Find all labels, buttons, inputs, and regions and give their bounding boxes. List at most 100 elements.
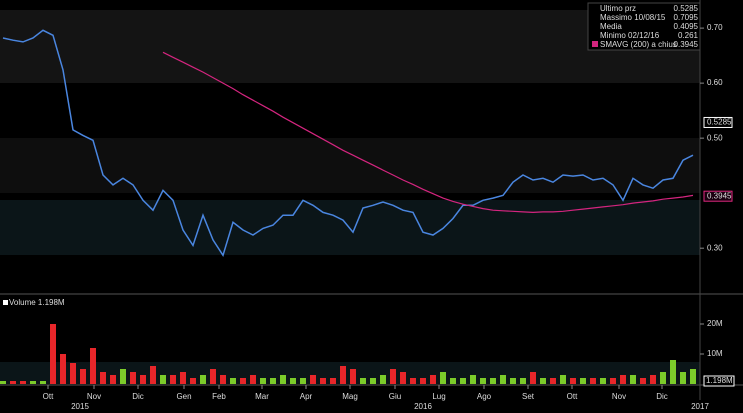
volume-bar (120, 369, 126, 384)
volume-bar (500, 375, 506, 384)
volume-bar (670, 360, 676, 384)
x-tick-label: Mag (342, 392, 358, 401)
volume-bar (70, 363, 76, 384)
legend-label: Massimo 10/08/15 (600, 13, 666, 22)
volume-bar (20, 381, 26, 384)
volume-bar (260, 378, 266, 384)
y-tick-label: 0.60 (707, 78, 723, 87)
volume-bar (10, 381, 16, 384)
legend-label: SMAVG (200) a chius (600, 40, 677, 49)
volume-bar (160, 375, 166, 384)
last-volume-label: 1.198M (706, 376, 733, 385)
volume-bar (380, 375, 386, 384)
volume-bar (60, 354, 66, 384)
legend-value: 0.261 (678, 31, 699, 40)
year-label: 2017 (691, 402, 709, 411)
last-price-box (703, 116, 733, 128)
legend-value: 0.3945 (674, 40, 699, 49)
x-tick-label: Dic (656, 392, 668, 401)
last-volume-box (703, 375, 735, 387)
volume-bar (600, 378, 606, 384)
last-price-label: 0.5285 (707, 118, 732, 127)
x-tick-label: Giu (389, 392, 401, 401)
legend-label: Minimo 02/12/16 (600, 31, 660, 40)
band (0, 138, 700, 193)
legend-swatch (3, 300, 8, 305)
last-price-box (703, 190, 733, 202)
volume-bar (360, 378, 366, 384)
volume-bar (680, 372, 686, 384)
legend-box (587, 2, 701, 51)
volume-bar (50, 324, 56, 384)
y-tick-label: 0.50 (707, 133, 723, 142)
volume-bar (480, 378, 486, 384)
volume-bar (650, 375, 656, 384)
x-tick-label: Feb (212, 392, 226, 401)
y-tick-label: 0.30 (707, 243, 723, 252)
x-tick-label: Mar (255, 392, 269, 401)
volume-bar (640, 378, 646, 384)
volume-bar (390, 369, 396, 384)
volume-bar (270, 378, 276, 384)
x-tick-label: Nov (87, 392, 101, 401)
x-tick-label: Set (522, 392, 535, 401)
volume-bar (210, 369, 216, 384)
volume-bar (350, 369, 356, 384)
volume-bar (580, 378, 586, 384)
legend-value: 0.5285 (674, 4, 699, 13)
legend-swatch (592, 41, 598, 47)
legend-label: Media (600, 22, 622, 31)
volume-bar (100, 372, 106, 384)
y-tick-label: 20M (707, 319, 723, 328)
x-tick-label: Ott (43, 392, 54, 401)
x-tick-label: Nov (612, 392, 626, 401)
volume-bar (660, 372, 666, 384)
legend-label: Ultimo prz (600, 4, 636, 13)
volume-bar (510, 378, 516, 384)
volume-bar (570, 378, 576, 384)
volume-bar (530, 372, 536, 384)
volume-bar (130, 372, 136, 384)
volume-bar (320, 378, 326, 384)
volume-bar (110, 375, 116, 384)
volume-bar (540, 378, 546, 384)
volume-bar (190, 378, 196, 384)
x-tick-label: Gen (176, 392, 191, 401)
volume-bar (560, 375, 566, 384)
y-tick-label: 10M (707, 349, 723, 358)
x-tick-label: Apr (300, 392, 313, 401)
volume-bar (410, 378, 416, 384)
volume-bar (180, 372, 186, 384)
volume-bar (280, 375, 286, 384)
volume-bar (620, 375, 626, 384)
volume-bar (290, 378, 296, 384)
x-tick-label: Dic (132, 392, 144, 401)
legend-value: 0.7095 (674, 13, 699, 22)
volume-bar (30, 381, 36, 384)
x-tick-label: Ott (567, 392, 578, 401)
last-price-label: 0.3945 (707, 191, 732, 200)
volume-bar (250, 375, 256, 384)
volume-bar (590, 378, 596, 384)
year-label: 2016 (414, 402, 432, 411)
price-line (2, 29, 694, 258)
volume-bar (610, 378, 616, 384)
volume-bar (240, 378, 246, 384)
volume-bar (370, 378, 376, 384)
volume-bar (430, 375, 436, 384)
volume-bar (690, 369, 696, 384)
legend-value: 0.4095 (674, 22, 699, 31)
x-tick-label: Ago (477, 392, 492, 401)
volume-bar (170, 375, 176, 384)
volume-bar (230, 378, 236, 384)
volume-bar (40, 381, 46, 384)
legend-box (3, 298, 83, 308)
price-line (162, 51, 694, 214)
volume-bar (300, 378, 306, 384)
year-label: 2015 (71, 402, 89, 411)
volume-bar (400, 372, 406, 384)
volume-bar (90, 348, 96, 384)
volume-bar (140, 375, 146, 384)
volume-legend: Volume 1.198M (9, 298, 65, 307)
